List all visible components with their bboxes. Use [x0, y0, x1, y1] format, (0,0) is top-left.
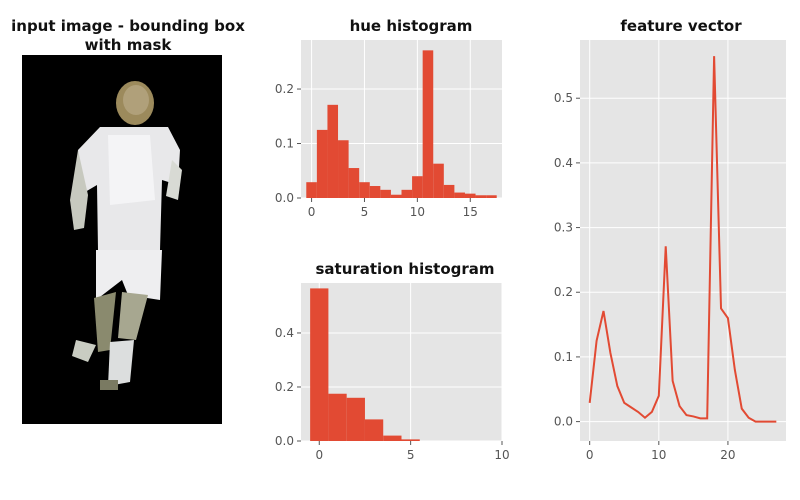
- histogram-bar: [359, 182, 370, 198]
- x-tick-label: 0: [586, 448, 594, 462]
- saturation-histogram: 0 5 10 0.0 0.2 0.4 saturation histogram: [275, 260, 510, 462]
- histogram-bar: [475, 195, 487, 198]
- histogram-bar: [433, 163, 444, 198]
- x-tick-label: 20: [720, 448, 735, 462]
- histogram-bar: [422, 50, 434, 199]
- saturation-histogram-title: saturation histogram: [315, 260, 494, 278]
- y-tick-label: 0.4: [275, 326, 294, 340]
- histogram-bar: [310, 288, 329, 441]
- x-tick-label: 10: [410, 205, 425, 219]
- masked-player-image: [22, 55, 222, 424]
- y-tick-label: 0.2: [275, 82, 294, 96]
- y-tick-label: 0.0: [275, 191, 294, 205]
- histogram-bar: [486, 195, 497, 198]
- x-tick-label: 10: [651, 448, 666, 462]
- y-tick-label: 0.2: [554, 285, 573, 299]
- histogram-bar: [464, 193, 476, 198]
- x-tick-label: 0: [315, 448, 323, 462]
- y-tick-label: 0.1: [554, 350, 573, 364]
- y-tick-label: 0.2: [275, 380, 294, 394]
- y-tick-label: 0.5: [554, 91, 573, 105]
- histogram-bar: [346, 397, 365, 441]
- histogram-bar: [383, 435, 402, 441]
- histogram-bar: [390, 194, 402, 198]
- histogram-bar: [454, 192, 465, 198]
- histogram-bar: [401, 189, 413, 198]
- y-tick-label: 0.0: [275, 434, 294, 448]
- histogram-bar: [348, 168, 360, 198]
- x-tick-label: 0: [308, 205, 316, 219]
- feature-vector-title: feature vector: [620, 17, 742, 35]
- feature-vector-line: [588, 56, 777, 423]
- hue-histogram: 0 5 10 15 0.0 0.1 0.2 hue histogram: [275, 17, 502, 219]
- histogram-bar: [327, 104, 339, 198]
- histogram-bar: [380, 189, 391, 198]
- histogram-bar: [328, 393, 347, 441]
- histogram-bar: [316, 129, 328, 198]
- x-tick-label: 10: [494, 448, 509, 462]
- x-tick-label: 15: [463, 205, 478, 219]
- histogram-bar: [412, 176, 423, 198]
- x-tick-label: 5: [361, 205, 369, 219]
- feature-vector-chart: 0 10 20 0.0 0.1 0.2 0.3 0.4 0.5 feature vector: [554, 17, 786, 462]
- y-tick-label: 0.3: [554, 221, 573, 235]
- y-tick-label: 0.1: [275, 137, 294, 151]
- y-tick-label: 0.0: [554, 415, 573, 429]
- histogram-bar: [306, 182, 317, 198]
- histogram-bar: [338, 140, 349, 198]
- histogram-bar: [369, 186, 381, 198]
- y-tick-label: 0.4: [554, 156, 573, 170]
- histogram-bar: [364, 419, 384, 441]
- image-title-line2: with mask: [85, 36, 173, 54]
- hue-histogram-title: hue histogram: [350, 17, 473, 35]
- histogram-bar: [443, 184, 455, 198]
- x-tick-label: 5: [407, 448, 415, 462]
- histogram-bar: [401, 439, 420, 441]
- image-title-line1: input image - bounding box: [11, 17, 245, 35]
